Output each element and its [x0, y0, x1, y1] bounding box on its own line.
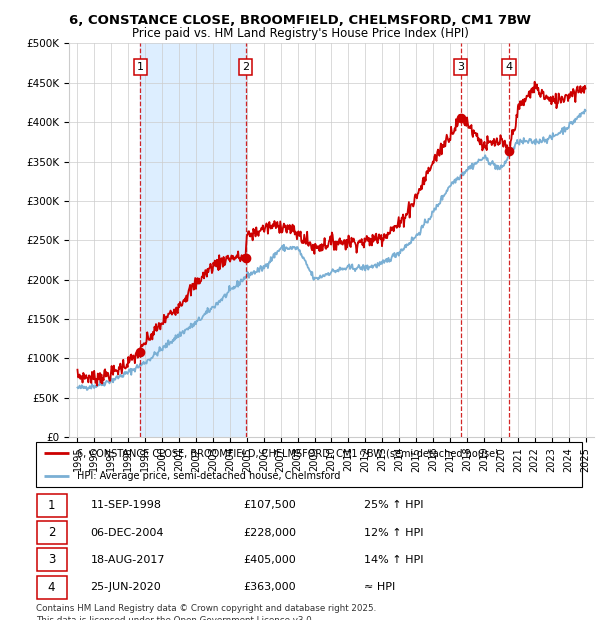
- Text: Price paid vs. HM Land Registry's House Price Index (HPI): Price paid vs. HM Land Registry's House …: [131, 27, 469, 40]
- Text: 3: 3: [48, 554, 55, 566]
- Bar: [37, 549, 67, 571]
- Text: 4: 4: [505, 62, 512, 72]
- Text: Contains HM Land Registry data © Crown copyright and database right 2025.: Contains HM Land Registry data © Crown c…: [36, 604, 376, 613]
- Bar: [37, 494, 67, 516]
- Text: £107,500: £107,500: [244, 500, 296, 510]
- Text: 14% ↑ HPI: 14% ↑ HPI: [364, 555, 423, 565]
- Text: 25-JUN-2020: 25-JUN-2020: [91, 582, 161, 592]
- Text: HPI: Average price, semi-detached house, Chelmsford: HPI: Average price, semi-detached house,…: [77, 471, 340, 480]
- Text: 1: 1: [137, 62, 144, 72]
- Text: 18-AUG-2017: 18-AUG-2017: [91, 555, 165, 565]
- Text: 2: 2: [242, 62, 249, 72]
- Text: 6, CONSTANCE CLOSE, BROOMFIELD, CHELMSFORD, CM1 7BW (semi-detached house): 6, CONSTANCE CLOSE, BROOMFIELD, CHELMSFO…: [77, 448, 499, 458]
- Text: 06-DEC-2004: 06-DEC-2004: [91, 528, 164, 538]
- Text: 12% ↑ HPI: 12% ↑ HPI: [364, 528, 423, 538]
- Text: 25% ↑ HPI: 25% ↑ HPI: [364, 500, 423, 510]
- Text: 3: 3: [457, 62, 464, 72]
- Text: £405,000: £405,000: [244, 555, 296, 565]
- Text: 11-SEP-1998: 11-SEP-1998: [91, 500, 161, 510]
- Text: £363,000: £363,000: [244, 582, 296, 592]
- Text: £228,000: £228,000: [244, 528, 296, 538]
- Text: ≈ HPI: ≈ HPI: [364, 582, 395, 592]
- Bar: [37, 576, 67, 598]
- Bar: [140, 43, 245, 437]
- Text: 1: 1: [48, 499, 55, 511]
- Text: 2: 2: [48, 526, 55, 539]
- Bar: [37, 521, 67, 544]
- Text: 6, CONSTANCE CLOSE, BROOMFIELD, CHELMSFORD, CM1 7BW: 6, CONSTANCE CLOSE, BROOMFIELD, CHELMSFO…: [69, 14, 531, 27]
- Text: This data is licensed under the Open Government Licence v3.0.: This data is licensed under the Open Gov…: [36, 616, 314, 620]
- Text: 4: 4: [48, 581, 55, 593]
